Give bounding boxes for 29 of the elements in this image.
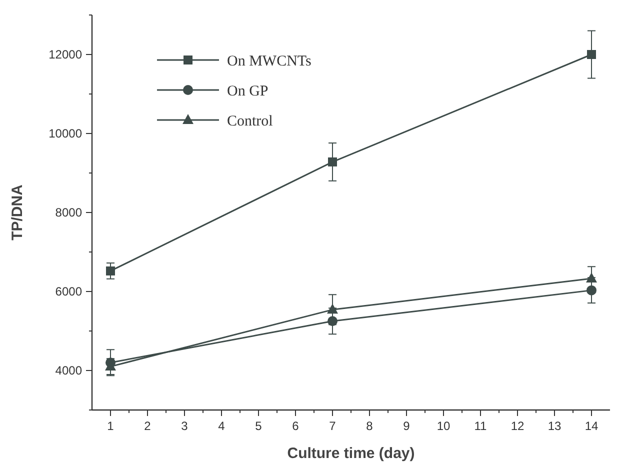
x-tick-label: 14 [584,419,598,433]
x-axis-title: Culture time (day) [287,445,415,462]
x-tick-label: 5 [255,419,262,433]
x-tick-label: 13 [548,419,562,433]
x-tick-label: 12 [510,419,524,433]
legend-label: On MWCNTs [227,53,312,70]
y-tick-label: 12000 [48,48,82,62]
x-tick-label: 6 [292,419,300,433]
x-tick-label: 11 [474,419,488,433]
legend-label: Control [227,113,273,130]
x-tick-label: 2 [144,419,152,433]
y-axis-title: TP/DNA [9,184,26,240]
x-tick-label: 9 [403,419,410,433]
y-tick-label: 6000 [55,284,82,299]
point [328,157,337,166]
point [106,266,115,276]
point [586,272,597,282]
y-tick-label: 4000 [55,364,82,378]
point [587,50,596,59]
x-tick-label: 8 [366,419,374,433]
x-tick-label: 3 [181,419,188,433]
x-tick-label: 4 [218,419,226,433]
point [327,304,338,314]
y-tick-label: 8000 [55,206,82,220]
legend-label: On GP [227,83,268,100]
x-tick-label: 1 [107,419,114,433]
x-tick-label: 7 [329,419,336,433]
y-tick-label: 10000 [48,126,82,141]
x-tick-label: 10 [436,419,450,433]
